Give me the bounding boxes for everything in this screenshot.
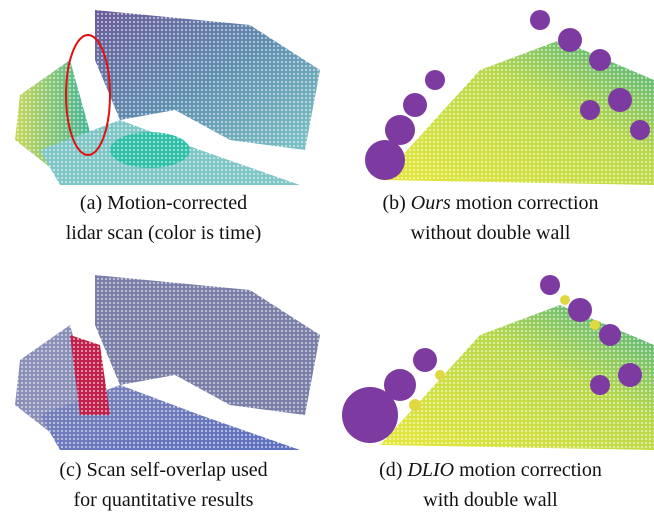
caption-line: without double wall bbox=[327, 218, 654, 248]
caption-line: Motion-corrected bbox=[107, 192, 247, 214]
method-name: Ours bbox=[411, 192, 451, 214]
caption-c: (c) Scan self-overlap used for quantitat… bbox=[0, 455, 327, 515]
caption-line: lidar scan (color is time) bbox=[0, 218, 327, 248]
lidar-scan-image bbox=[0, 0, 325, 190]
ours-correction-image bbox=[340, 0, 654, 190]
caption-d: (d) DLIO motion correction with double w… bbox=[327, 455, 654, 515]
method-name: DLIO bbox=[407, 459, 454, 481]
self-overlap-image bbox=[0, 265, 325, 455]
caption-b: (b) Ours motion correction without doubl… bbox=[327, 188, 654, 248]
caption-line: Scan self-overlap used bbox=[87, 459, 268, 481]
panel-label: (b) bbox=[382, 192, 405, 214]
caption-line: motion correction bbox=[459, 459, 602, 481]
caption-a: (a) Motion-corrected lidar scan (color i… bbox=[0, 188, 327, 248]
panel-label: (d) bbox=[379, 459, 402, 481]
caption-line: with double wall bbox=[327, 485, 654, 515]
caption-line: motion correction bbox=[456, 192, 599, 214]
dlio-correction-image bbox=[340, 265, 654, 455]
panel-label: (a) bbox=[80, 192, 102, 214]
figure: {"panels": [ {"label": "(a)", "caption":… bbox=[0, 0, 654, 519]
panel-label: (c) bbox=[59, 459, 81, 481]
caption-line: for quantitative results bbox=[0, 485, 327, 515]
